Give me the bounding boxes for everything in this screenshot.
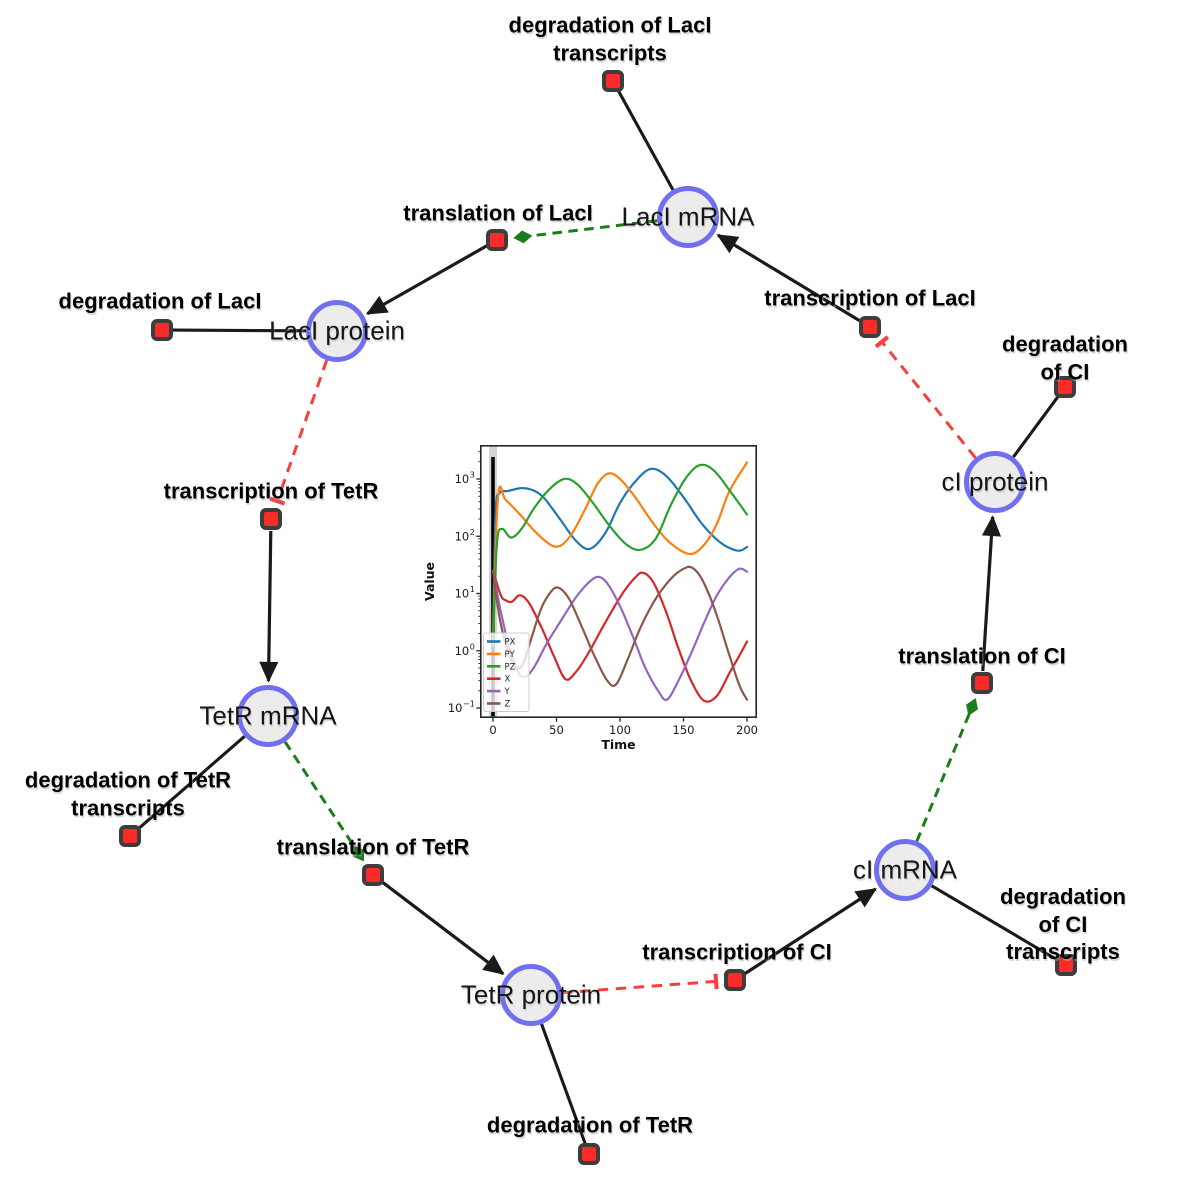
species-node-ci-protein [964, 451, 1026, 513]
reaction-node-translation-ci [971, 672, 993, 694]
species-label-laci-protein: LacI protein [269, 315, 405, 346]
reaction-node-deg-tetr [578, 1143, 600, 1165]
species-label-tetr-mrna: TetR mRNA [199, 700, 337, 731]
species-label-ci-mrna: cI mRNA [853, 854, 957, 885]
reaction-label-transcription-ci: transcription of CI [642, 939, 832, 965]
reaction-label-deg-ci-transcripts: degradation of CI transcripts [1000, 883, 1126, 964]
reaction-label-deg-laci: degradation of LacI [58, 288, 262, 314]
species-node-laci-mrna [657, 186, 719, 248]
reaction-label-translation-laci: translation of LacI [403, 200, 593, 226]
reaction-node-translation-tetr [362, 864, 384, 886]
species-node-laci-protein [306, 300, 368, 362]
species-node-tetr-mrna [237, 685, 299, 747]
reaction-node-deg-ci [1054, 376, 1076, 398]
reaction-label-deg-laci-transcripts: degradation of LacI transcripts [508, 12, 712, 66]
reaction-node-deg-laci-transcripts [602, 70, 624, 92]
reaction-label-translation-tetr: translation of TetR [276, 834, 470, 860]
reaction-label-translation-ci: translation of CI [898, 643, 1066, 669]
reaction-node-transcription-tetr [260, 508, 282, 530]
species-label-laci-mrna: LacI mRNA [621, 201, 755, 232]
reaction-node-deg-ci-transcripts [1055, 954, 1077, 976]
reaction-node-transcription-laci [859, 316, 881, 338]
reaction-node-deg-laci [151, 319, 173, 341]
species-node-ci-mrna [874, 839, 936, 901]
species-label-tetr-protein: TetR protein [460, 979, 602, 1010]
reaction-label-deg-tetr-transcripts: degradation of TetR transcripts [24, 767, 232, 821]
reaction-label-transcription-tetr: transcription of TetR [163, 478, 379, 504]
reaction-label-deg-tetr: degradation of TetR [486, 1112, 694, 1138]
reaction-node-transcription-ci [724, 969, 746, 991]
reaction-node-translation-laci [486, 229, 508, 251]
reaction-label-deg-ci: degradation of CI [1002, 331, 1128, 385]
species-label-ci-protein: cI protein [941, 466, 1049, 497]
species-node-tetr-protein [500, 964, 562, 1026]
reaction-node-deg-tetr-transcripts [119, 825, 141, 847]
reaction-label-transcription-laci: transcription of LacI [764, 285, 976, 311]
